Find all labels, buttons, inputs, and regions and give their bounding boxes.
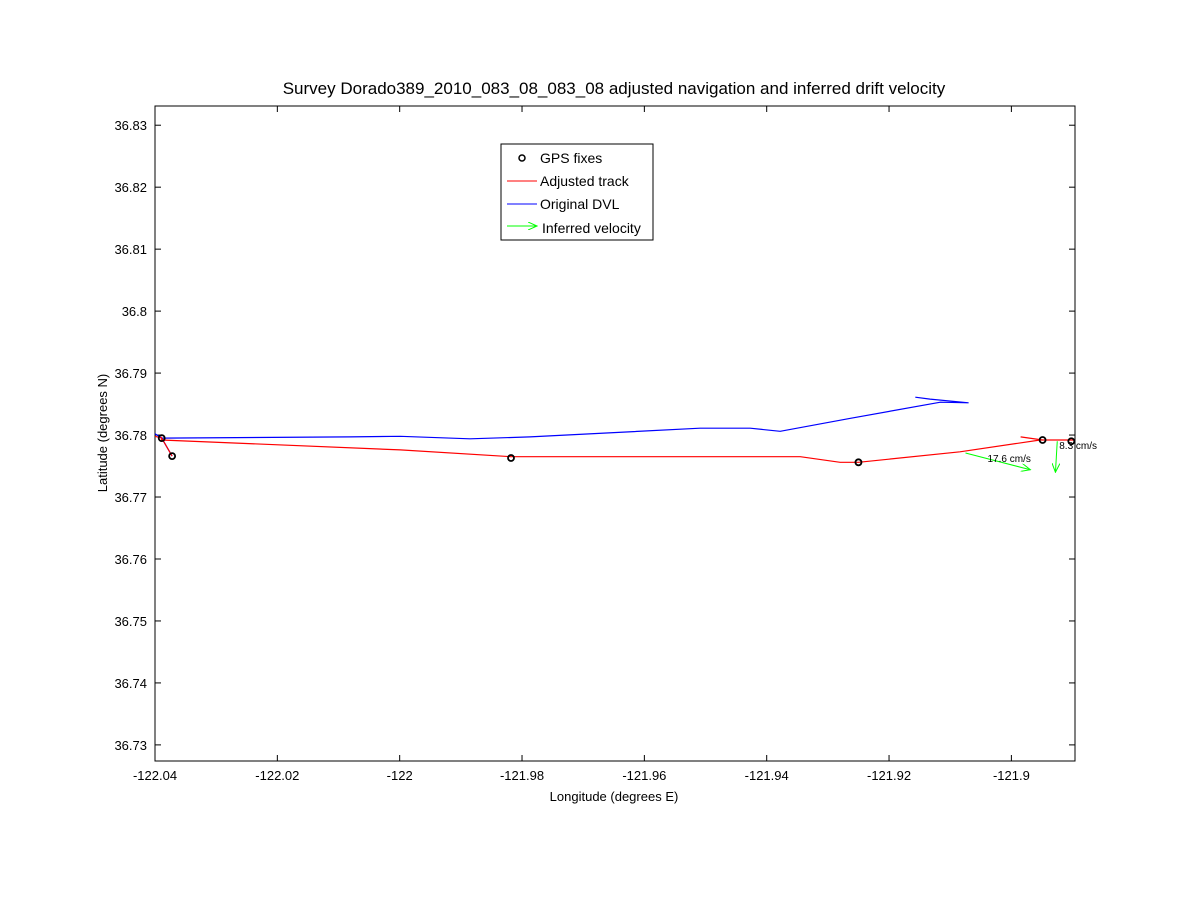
y-axis-label: Latitude (degrees N)	[95, 374, 110, 493]
x-tick-label: -121.96	[622, 768, 666, 783]
gps-fix-point	[168, 452, 177, 461]
y-tick-label: 36.82	[114, 180, 147, 195]
y-tick-label: 36.74	[114, 676, 147, 691]
legend-dvl-label: Original DVL	[540, 196, 620, 212]
chart-title: Survey Dorado389_2010_083_08_083_08 adju…	[283, 79, 946, 98]
velocity-label: 17.6 cm/s	[988, 454, 1031, 465]
x-tick-label: -121.9	[993, 768, 1030, 783]
y-tick-label: 36.77	[114, 490, 147, 505]
gps-fix-point	[1038, 436, 1047, 444]
gps-fix-point	[157, 434, 166, 443]
velocity-label: 8.3 cm/s	[1059, 441, 1097, 452]
adjusted-track-line	[154, 435, 1075, 463]
x-tick-label: -122.04	[133, 768, 177, 783]
y-tick-label: 36.8	[122, 304, 147, 319]
gps-fix-point	[1067, 437, 1076, 446]
x-axis-label: Longitude (degrees E)	[550, 789, 679, 804]
y-tick-label: 36.75	[114, 614, 147, 629]
velocity-arrow	[1055, 441, 1057, 472]
legend-velocity-label: Inferred velocity	[542, 220, 641, 236]
velocity-arrow	[965, 452, 1031, 470]
legend-adjusted-label: Adjusted track	[540, 173, 630, 189]
legend: GPS fixes Adjusted track Original DVL In…	[500, 143, 654, 241]
y-tick-label: 36.83	[114, 118, 147, 133]
x-tick-label: -122	[387, 768, 413, 783]
gps-fix-point	[507, 454, 515, 462]
gps-fix-point	[854, 458, 863, 467]
legend-gps-label: GPS fixes	[540, 150, 602, 166]
y-tick-label: 36.73	[114, 738, 147, 753]
legend-gps-marker	[518, 154, 526, 162]
x-tick-label: -121.94	[745, 768, 789, 783]
y-tick-label: 36.79	[114, 366, 147, 381]
x-tick-label: -121.98	[500, 768, 544, 783]
x-tick-label: -121.92	[867, 768, 911, 783]
x-tick-label: -122.02	[255, 768, 299, 783]
y-tick-label: 36.78	[114, 428, 147, 443]
y-tick-label: 36.81	[114, 242, 147, 257]
y-tick-label: 36.76	[114, 552, 147, 567]
